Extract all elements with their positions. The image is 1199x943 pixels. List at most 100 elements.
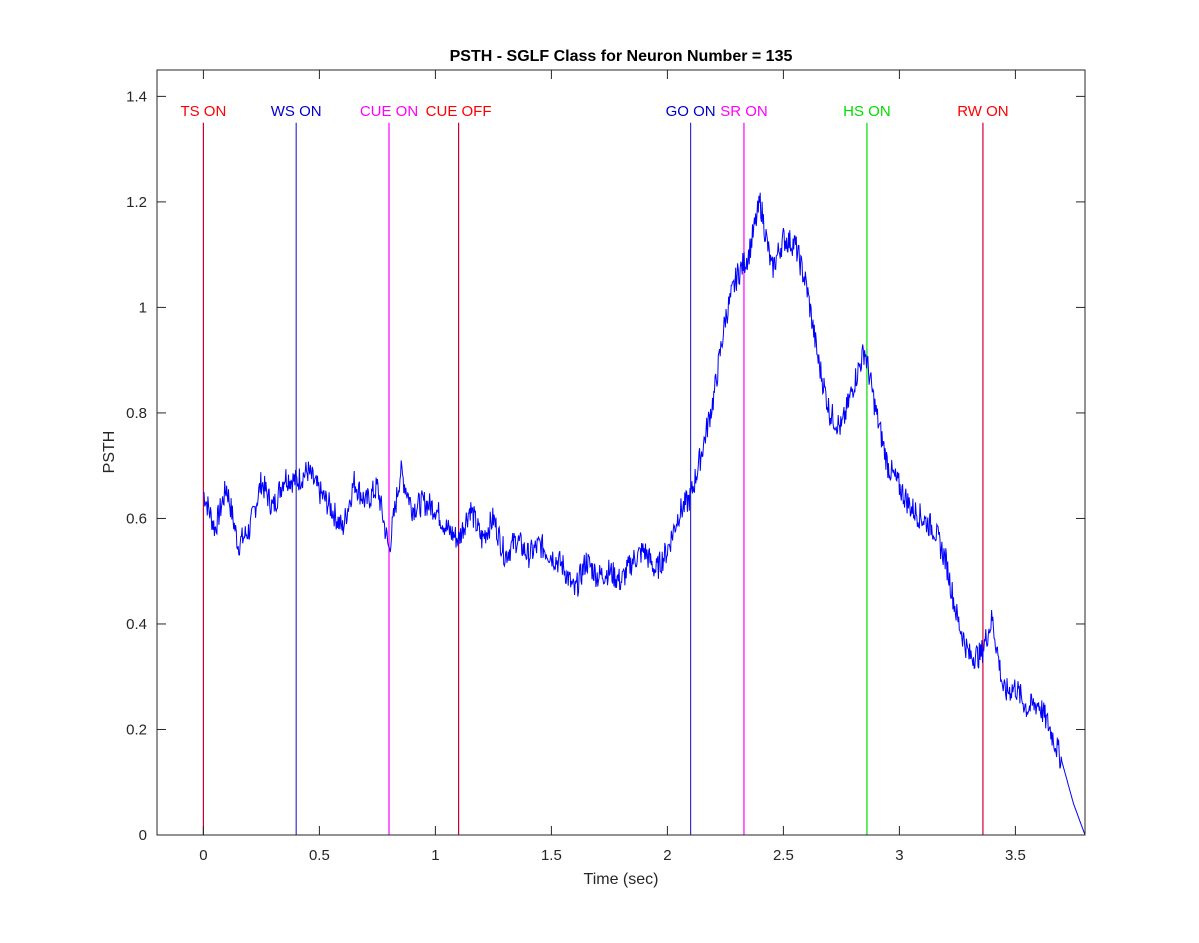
psth-data-point	[678, 513, 679, 514]
psth-data-point	[980, 655, 981, 656]
psth-series-line	[203, 192, 1086, 836]
y-tick-label: 1	[139, 299, 147, 316]
x-tick-label: 2.5	[773, 847, 794, 864]
psth-data-point	[794, 244, 795, 245]
psth-data-point	[574, 592, 575, 593]
event-label: SR ON	[720, 103, 768, 120]
psth-data-point	[992, 618, 993, 619]
psth-data-point	[249, 528, 250, 529]
psth-data-point	[493, 518, 494, 519]
psth-data-point	[1026, 708, 1027, 709]
event-label: GO ON	[666, 103, 716, 120]
chart-title: PSTH - SGLF Class for Neuron Number = 13…	[450, 48, 793, 65]
psth-data-point	[435, 507, 436, 508]
psth-data-point	[852, 386, 853, 387]
psth-data-point	[562, 565, 563, 566]
psth-data-point	[667, 550, 668, 551]
x-axis-label: Time (sec)	[584, 871, 659, 888]
psth-data-point	[214, 528, 215, 529]
psth-data-point	[470, 507, 471, 508]
psth-data-point	[655, 571, 656, 572]
event-label: WS ON	[271, 103, 322, 120]
psth-data-point	[609, 571, 610, 572]
psth-data-point	[446, 528, 447, 529]
psth-data-point	[1050, 729, 1051, 730]
psth-data-point	[528, 555, 529, 556]
psth-data-point	[412, 507, 413, 508]
psth-data-point	[945, 560, 946, 561]
psth-data-point	[354, 481, 355, 482]
psth-data-point	[702, 449, 703, 450]
psth-data-point	[272, 507, 273, 508]
psth-data-point	[725, 317, 726, 318]
plot-frame	[156, 69, 1086, 836]
plot-area	[157, 70, 1085, 835]
psth-data-point	[829, 412, 830, 413]
psth-data-point	[307, 470, 308, 471]
psth-data-point	[551, 555, 552, 556]
psth-data-point	[1073, 803, 1074, 804]
x-tick-label: 2	[663, 847, 671, 864]
event-label: HS ON	[843, 103, 891, 120]
y-axis-label: PSTH	[101, 431, 118, 474]
y-tick-label: 0	[139, 827, 147, 844]
psth-data-point	[934, 528, 935, 529]
psth-data-point	[806, 286, 807, 287]
psth-data-point	[516, 539, 517, 540]
psth-data-point	[748, 254, 749, 255]
psth-data-point	[586, 560, 587, 561]
psth-data-point	[365, 502, 366, 503]
psth-data-point	[690, 497, 691, 498]
psth-data-point	[261, 481, 262, 482]
psth-data-point	[203, 491, 204, 492]
event-label: TS ON	[180, 103, 226, 120]
psth-data-point	[713, 397, 714, 398]
psth-data-point	[899, 486, 900, 487]
psth-data-point	[539, 544, 540, 545]
psth-data-point	[922, 518, 923, 519]
psth-data-point	[887, 465, 888, 466]
psth-data-point	[284, 476, 285, 477]
psth-data-point	[957, 618, 958, 619]
psth-data-point	[400, 470, 401, 471]
y-tick-label: 0.4	[126, 616, 147, 633]
psth-data-point	[968, 655, 969, 656]
psth-data-point	[342, 528, 343, 529]
psth-data-point	[423, 502, 424, 503]
event-label: CUE OFF	[426, 103, 492, 120]
event-label: RW ON	[957, 103, 1008, 120]
psth-data-point	[226, 486, 227, 487]
x-tick-label: 0.5	[309, 847, 330, 864]
series-layer	[203, 192, 1086, 836]
psth-data-point	[377, 486, 378, 487]
psth-data-point	[1015, 687, 1016, 688]
psth-data-point	[644, 550, 645, 551]
psth-data-point	[620, 581, 621, 582]
axes: 0 0.5 1 1.5 2 2.5 3 3.5 0 0.2 0.4 0.6 0.8 1 1.2 1.4	[126, 70, 1085, 864]
y-tick-label: 0.6	[126, 510, 147, 527]
psth-data-point	[841, 428, 842, 429]
event-markers: TS ON WS ON CUE ON CUE OFF GO ON SR ON HS ON RW…	[180, 103, 1009, 835]
psth-data-point	[910, 507, 911, 508]
psth-data-point	[876, 412, 877, 413]
psth-data-point	[597, 576, 598, 577]
x-tick-label: 3	[895, 847, 903, 864]
psth-data-point	[238, 544, 239, 545]
psth-data-point	[736, 275, 737, 276]
y-tick-label: 1.4	[126, 88, 147, 105]
psth-data-point	[458, 539, 459, 540]
psth-data-point	[864, 349, 865, 350]
psth-data-point	[481, 539, 482, 540]
psth-data-point	[632, 560, 633, 561]
psth-data-point	[388, 550, 389, 551]
psth-data-point	[1038, 703, 1039, 704]
x-tick-label: 0	[199, 847, 207, 864]
event-label: CUE ON	[360, 103, 418, 120]
psth-data-point	[818, 360, 819, 361]
psth-data-point	[504, 555, 505, 556]
psth-data-point	[1003, 692, 1004, 693]
psth-data-point	[319, 491, 320, 492]
x-tick-label: 1	[431, 847, 439, 864]
